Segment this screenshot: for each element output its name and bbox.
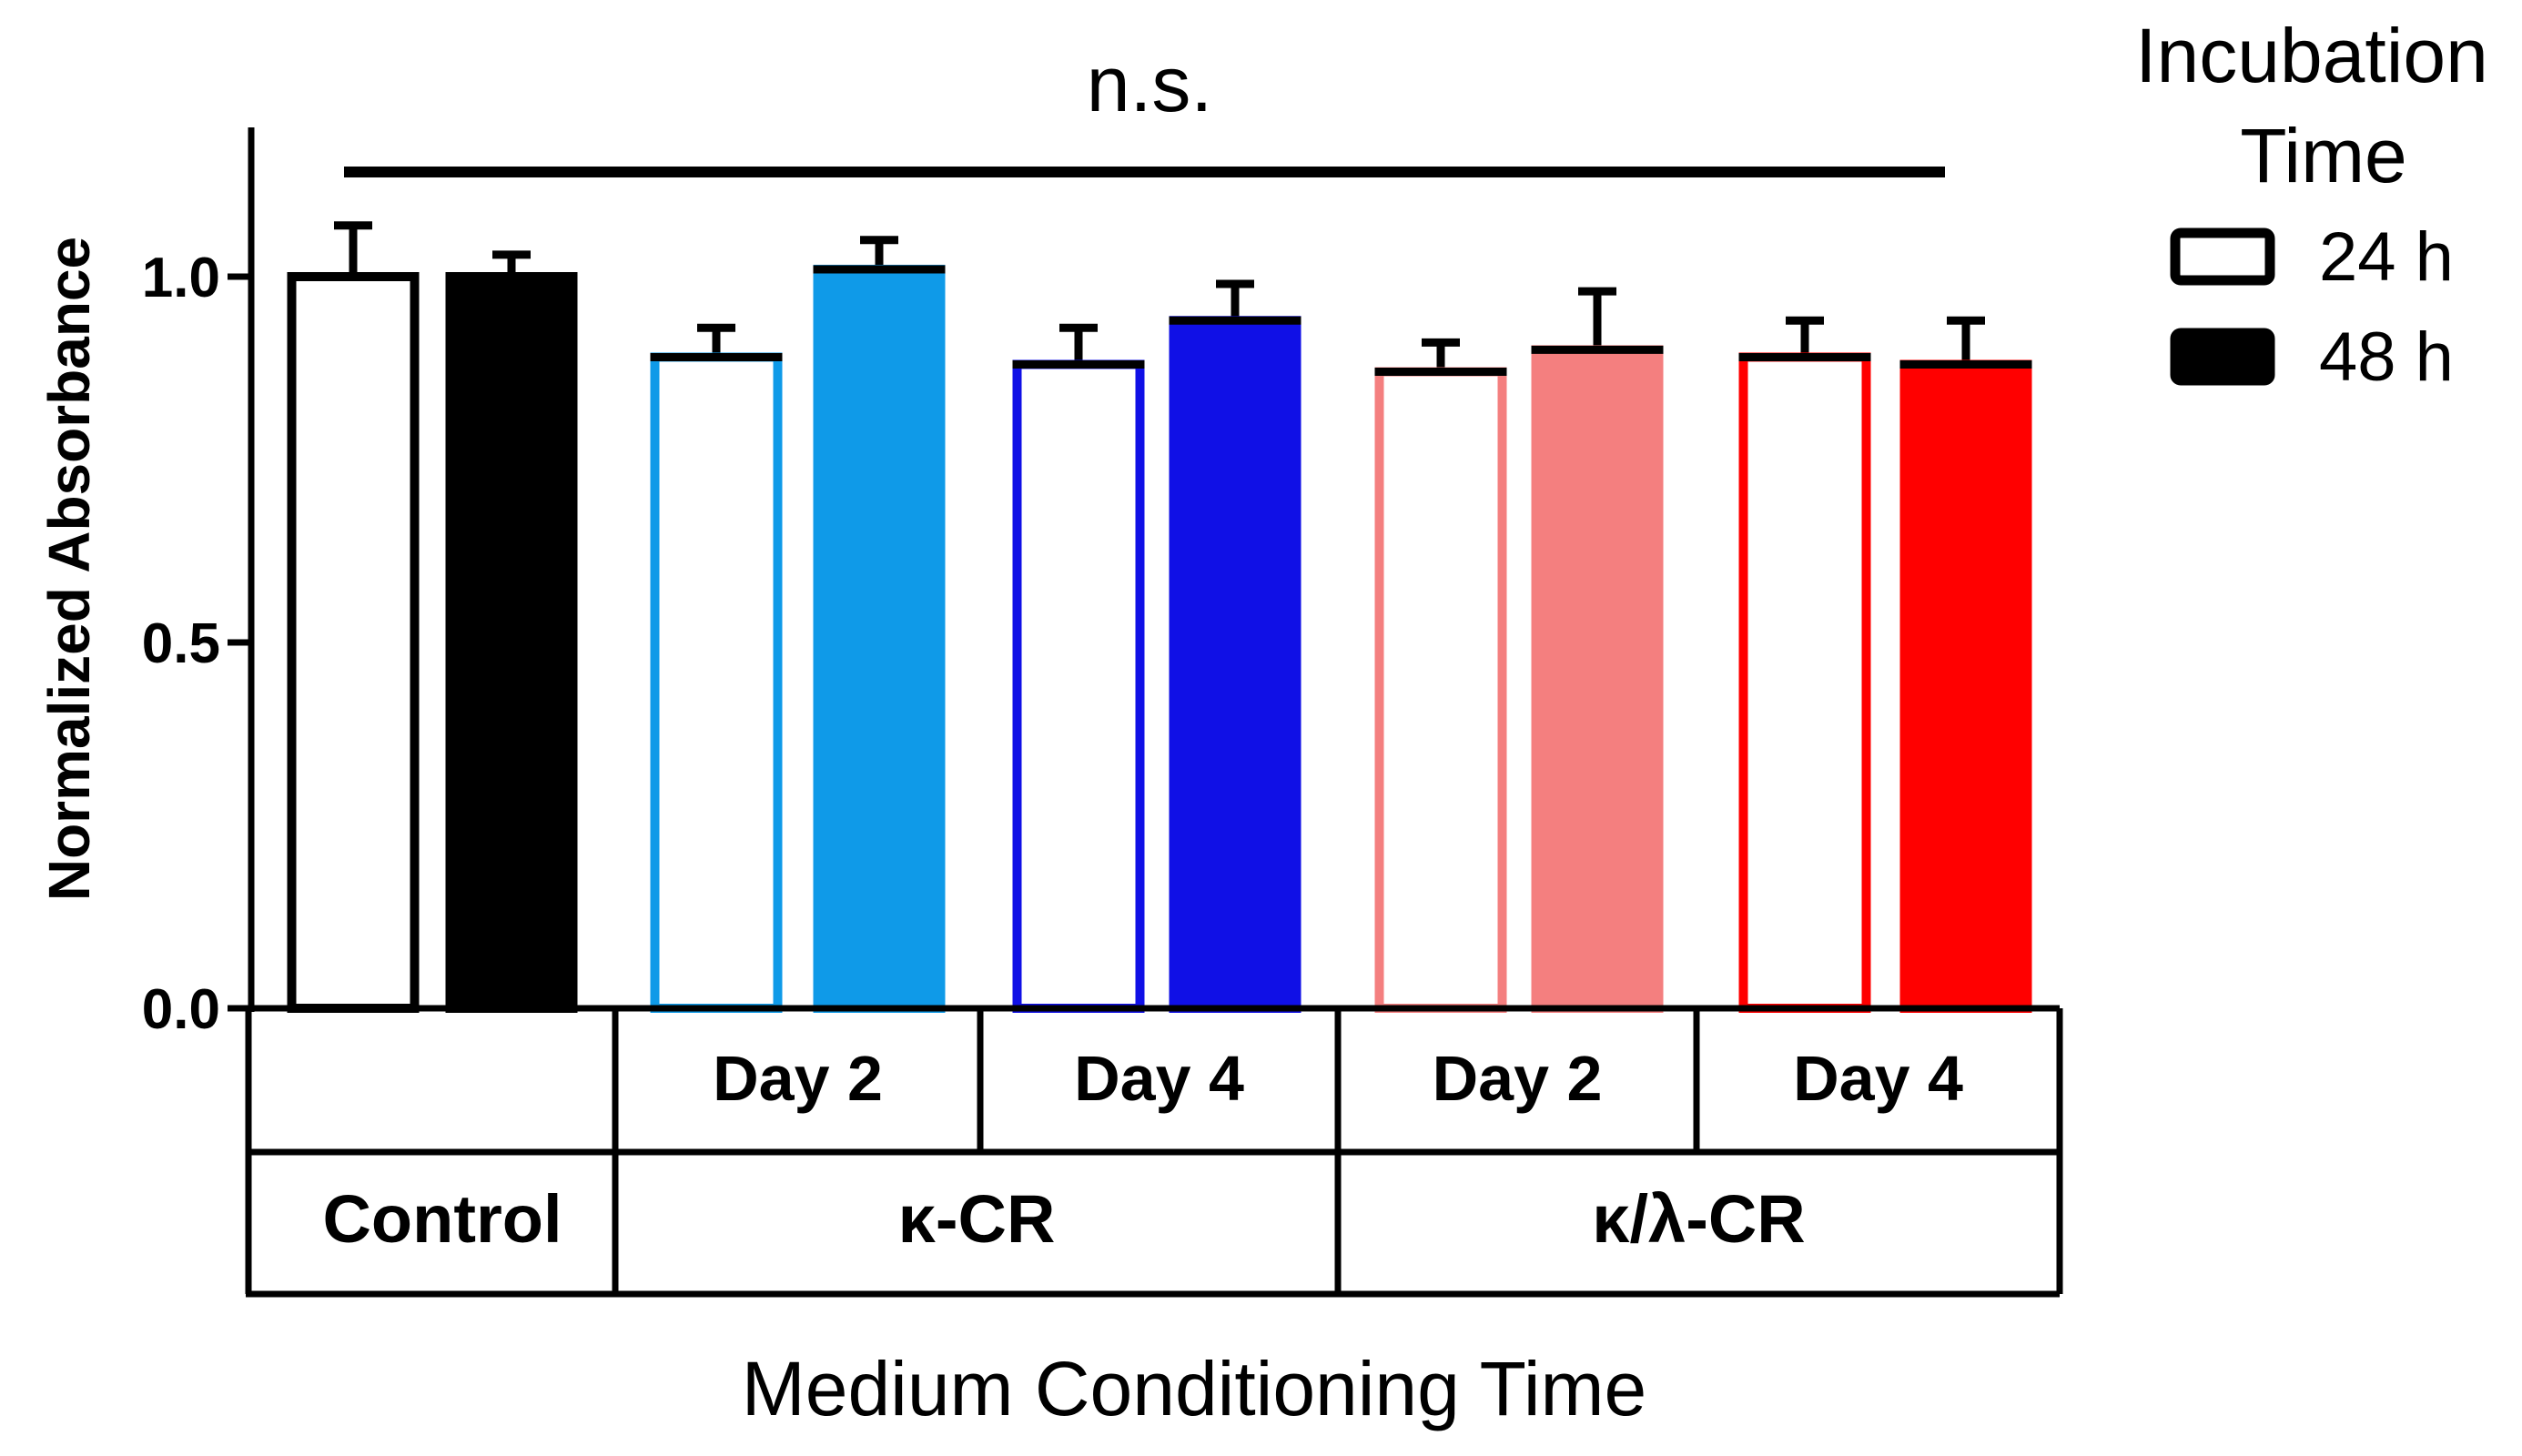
condition-label: Day 4 xyxy=(1074,1043,1244,1114)
y-axis-label: Normalized Absorbance xyxy=(36,237,102,901)
x-axis-label: Medium Conditioning Time xyxy=(742,1346,1646,1431)
bars-layer xyxy=(287,221,2032,1014)
legend-title-line: Incubation xyxy=(2135,13,2488,98)
bar xyxy=(1012,359,1145,1014)
legend-swatch xyxy=(2170,228,2275,286)
bar xyxy=(1738,352,1871,1013)
condition-label: Day 2 xyxy=(1433,1043,1603,1114)
y-tick-label: 0.5 xyxy=(142,612,220,675)
condition-label: Day 4 xyxy=(1793,1043,1963,1114)
legend-label: 48 h xyxy=(2319,318,2454,396)
bar xyxy=(1374,367,1507,1013)
axes-layer: 0.0 0.5 1.0 Normalized Absorbance n.s. xyxy=(36,41,1945,1041)
legend-title-line: Time xyxy=(2240,113,2407,198)
bar xyxy=(1531,345,1664,1013)
legend: Incubation Time 24 h 48 h xyxy=(2135,13,2488,396)
bar xyxy=(1169,316,1302,1013)
significance-annotation: n.s. xyxy=(1087,41,1213,128)
group-label: Control xyxy=(322,1181,562,1257)
bar xyxy=(650,352,783,1013)
legend-swatch xyxy=(2170,328,2275,386)
group-label: κ/λ-CR xyxy=(1592,1181,1806,1257)
bar xyxy=(445,272,578,1013)
y-tick-label: 0.0 xyxy=(142,978,220,1041)
group-label: κ-CR xyxy=(898,1181,1056,1257)
condition-label: Day 2 xyxy=(713,1043,883,1114)
bar xyxy=(1899,359,2032,1014)
bar xyxy=(813,264,946,1013)
y-tick-label: 1.0 xyxy=(142,247,220,309)
legend-label: 24 h xyxy=(2319,218,2454,296)
bar xyxy=(287,272,420,1013)
